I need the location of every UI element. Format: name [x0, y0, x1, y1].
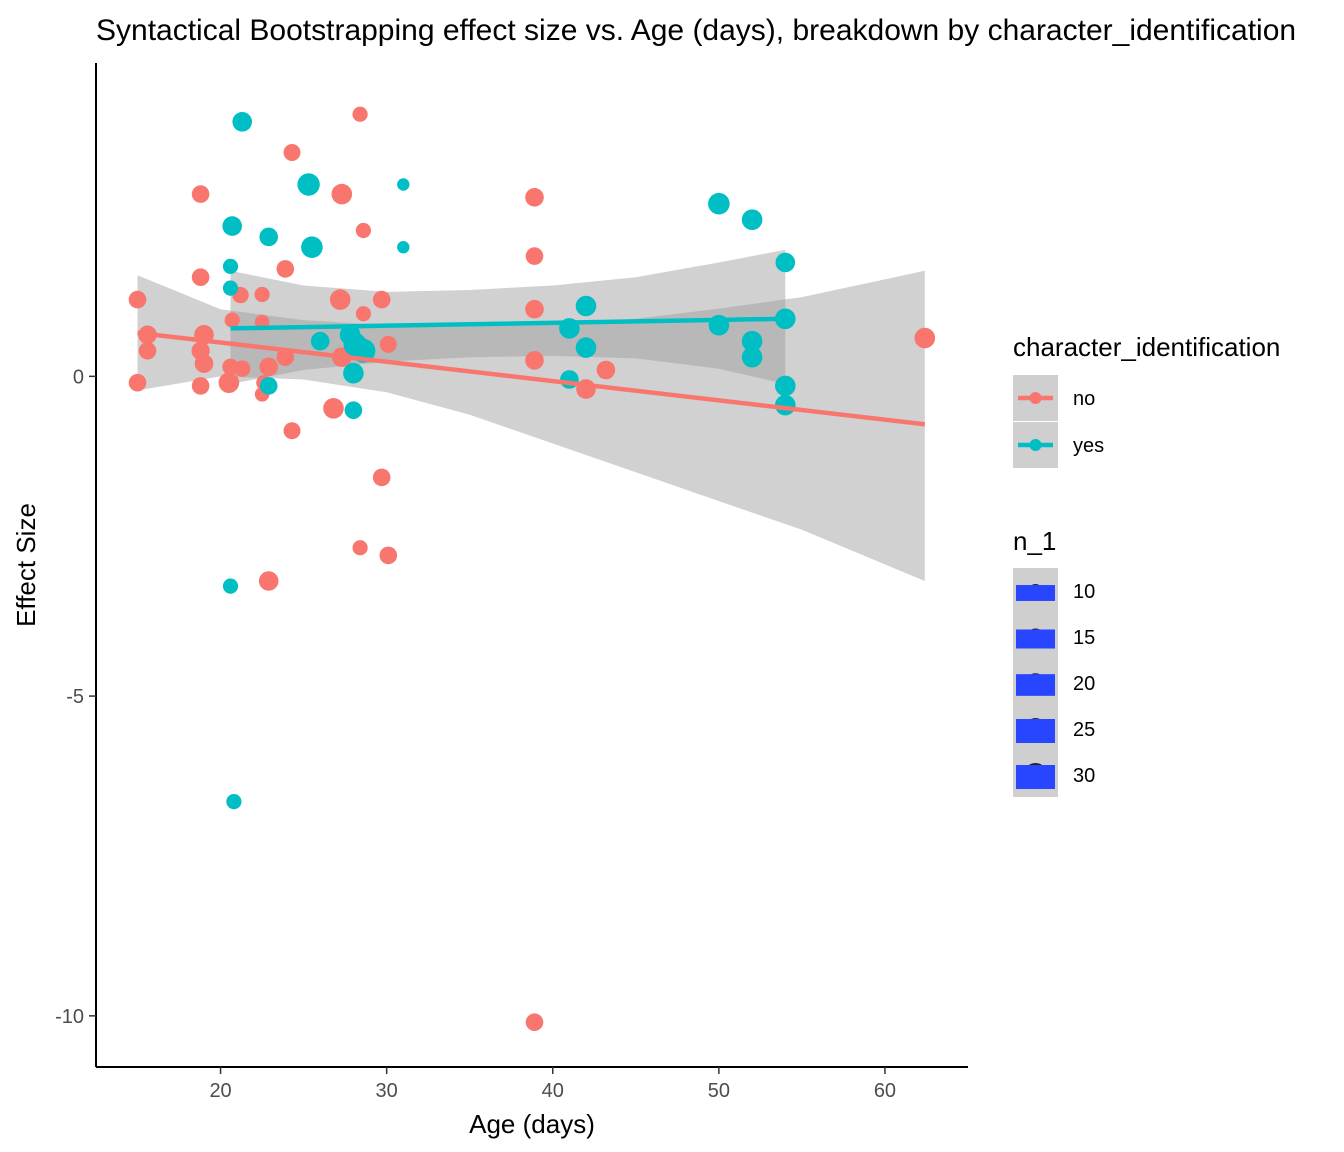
trend-line-no: [137, 330, 926, 427]
y-axis-ticks: 0 -5 -10: [55, 366, 96, 1028]
point-no: [258, 571, 279, 591]
point-yes: [397, 178, 410, 191]
data-points: [128, 106, 936, 1031]
point-no: [283, 144, 301, 161]
color-legend-title: character_identification: [1013, 332, 1280, 362]
size-legend-label: 15: [1073, 627, 1095, 649]
point-no: [352, 106, 368, 122]
size-key-fill: [1016, 585, 1055, 601]
y-axis-label: Effect Size: [11, 503, 41, 627]
point-no: [525, 299, 544, 319]
y-tick-label: -10: [55, 1006, 84, 1028]
point-no: [224, 312, 240, 328]
point-no: [352, 540, 368, 556]
trend-lines: [137, 316, 926, 427]
point-no: [191, 268, 210, 287]
legend-dot-no: [1029, 392, 1042, 404]
point-no: [276, 260, 295, 278]
point-no: [323, 398, 344, 419]
size-legend-title: n_1: [1013, 526, 1056, 556]
point-yes: [259, 227, 279, 247]
point-yes: [222, 258, 239, 274]
point-no: [525, 1013, 544, 1031]
legend-dot-yes: [1029, 439, 1042, 451]
point-no: [138, 342, 157, 360]
confidence-ribbons: [137, 249, 925, 581]
point-no: [372, 468, 391, 487]
point-yes: [775, 252, 796, 273]
size-legend-label: 30: [1073, 765, 1095, 787]
trend-line-yes: [230, 316, 786, 331]
size-key-fill: [1016, 765, 1055, 789]
x-axis-ticks: 20 30 40 50 60: [209, 1067, 896, 1102]
ribbon-no: [137, 270, 925, 581]
point-no: [525, 247, 544, 265]
size-legend: n_1 10 15 20 25 30: [1013, 526, 1095, 797]
point-yes: [343, 362, 364, 384]
point-no: [379, 335, 397, 353]
point-yes: [741, 330, 763, 352]
chart-title: Syntactical Bootstrapping effect size vs…: [96, 14, 1296, 47]
point-yes: [259, 377, 278, 395]
legend-label-yes: yes: [1073, 435, 1104, 457]
size-key-fill: [1016, 674, 1055, 696]
point-yes: [301, 236, 323, 258]
point-yes: [575, 295, 597, 317]
point-no: [128, 290, 147, 309]
point-no: [372, 290, 391, 309]
point-yes: [222, 280, 239, 296]
point-no: [191, 377, 210, 395]
y-tick-label: -5: [66, 686, 84, 708]
point-no: [128, 373, 147, 392]
point-no: [355, 306, 371, 322]
x-tick-label: 20: [209, 1080, 231, 1102]
x-axis-label: Age (days): [469, 1109, 595, 1139]
x-tick-label: 50: [708, 1080, 730, 1102]
size-key-fill: [1016, 629, 1055, 649]
point-no: [218, 372, 240, 394]
point-yes: [232, 112, 252, 132]
axes: [95, 63, 968, 1068]
point-no: [331, 183, 353, 205]
point-no: [254, 286, 270, 303]
size-legend-label: 10: [1073, 581, 1095, 603]
point-no: [259, 357, 279, 377]
point-yes: [741, 209, 763, 230]
point-no: [283, 422, 301, 440]
point-no: [194, 354, 214, 373]
point-no: [355, 222, 371, 239]
point-yes: [708, 192, 730, 215]
point-no: [234, 360, 251, 377]
point-no: [596, 360, 616, 380]
y-tick-label: 0: [73, 366, 84, 388]
point-yes: [575, 337, 597, 358]
point-yes: [775, 308, 796, 330]
point-no: [329, 289, 351, 310]
size-key-fill: [1016, 719, 1055, 743]
point-yes: [297, 173, 320, 196]
point-yes: [310, 331, 330, 351]
point-yes: [222, 578, 239, 594]
x-tick-label: 40: [542, 1080, 564, 1102]
point-yes: [222, 216, 242, 236]
point-no: [379, 546, 398, 565]
point-yes: [397, 241, 410, 254]
point-yes: [741, 346, 763, 368]
point-yes: [226, 794, 242, 810]
point-no: [525, 188, 544, 207]
point-no: [191, 185, 210, 203]
point-no: [525, 351, 544, 370]
point-no: [914, 327, 936, 349]
size-legend-label: 20: [1073, 673, 1095, 695]
legend-label-no: no: [1073, 388, 1095, 410]
point-yes: [775, 375, 796, 397]
x-tick-label: 60: [874, 1080, 896, 1102]
size-legend-label: 25: [1073, 719, 1095, 741]
x-tick-label: 30: [376, 1080, 398, 1102]
point-yes: [344, 401, 363, 420]
